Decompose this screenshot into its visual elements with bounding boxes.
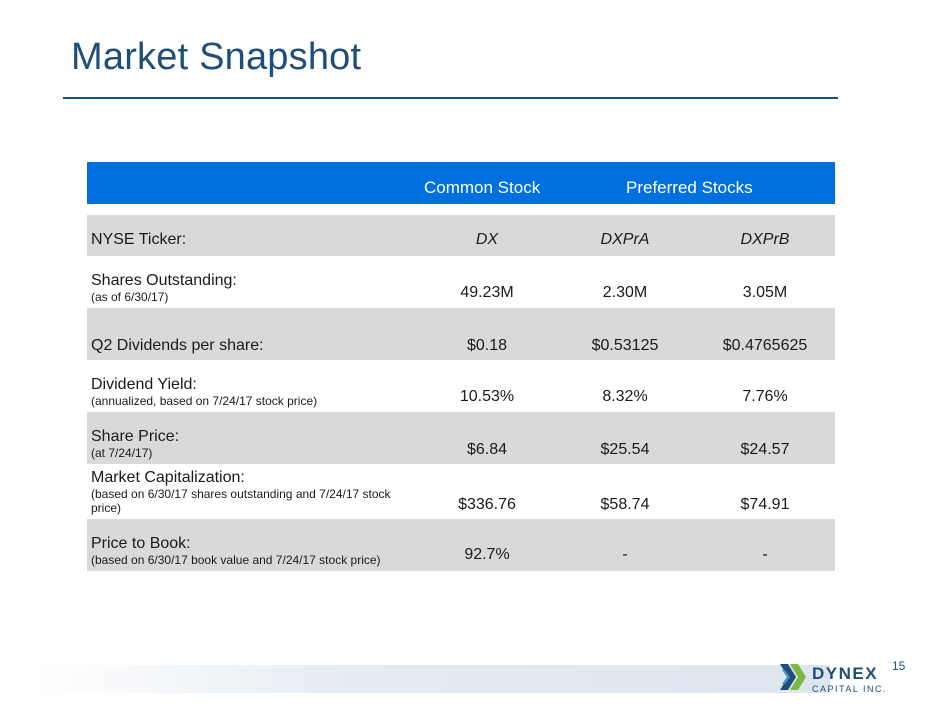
market-snapshot-table: Common Stock Preferred Stocks NYSE Ticke… bbox=[87, 162, 835, 571]
cell-prb: 3.05M bbox=[742, 284, 788, 301]
row-label: Market Capitalization: (based on 6/30/17… bbox=[91, 469, 391, 515]
cell-prb: - bbox=[762, 546, 768, 563]
row-label: Dividend Yield: (annualized, based on 7/… bbox=[91, 376, 318, 408]
table-row-shares: Shares Outstanding: (as of 6/30/17) 49.2… bbox=[87, 256, 835, 308]
page-title: Market Snapshot bbox=[71, 36, 362, 78]
header-common-stock: Common Stock bbox=[424, 178, 541, 197]
cell-common: 92.7% bbox=[464, 546, 510, 563]
cell-dxpra: DXPrA bbox=[600, 231, 650, 248]
cell-common: $6.84 bbox=[466, 441, 508, 458]
footer-bar bbox=[30, 665, 830, 693]
cell-pra: $58.74 bbox=[600, 496, 650, 513]
cell-dxprb: DXPrB bbox=[740, 231, 790, 248]
cell-pra: 2.30M bbox=[602, 284, 648, 301]
row-label: Shares Outstanding: (as of 6/30/17) bbox=[91, 272, 237, 304]
title-divider bbox=[63, 97, 838, 99]
dynex-chevron-logo-icon bbox=[780, 664, 806, 690]
logo-subtitle: CAPITAL INC. bbox=[812, 684, 888, 694]
cell-pra: $25.54 bbox=[600, 441, 650, 458]
header-preferred-stocks: Preferred Stocks bbox=[626, 178, 753, 197]
table-header: Common Stock Preferred Stocks bbox=[87, 162, 835, 204]
table-row-market-cap: Market Capitalization: (based on 6/30/17… bbox=[87, 464, 835, 519]
row-label: NYSE Ticker: bbox=[91, 231, 187, 248]
row-label: Price to Book: (based on 6/30/17 book va… bbox=[91, 535, 381, 567]
cell-prb: $24.57 bbox=[740, 441, 790, 458]
table-row-ticker: NYSE Ticker: DX DXPrA DXPrB bbox=[87, 215, 835, 256]
cell-pra: 8.32% bbox=[602, 388, 648, 405]
cell-common: $0.18 bbox=[466, 337, 508, 354]
cell-prb: $0.4765625 bbox=[722, 337, 808, 354]
page-number: 15 bbox=[892, 659, 906, 673]
cell-prb: $74.91 bbox=[740, 496, 790, 513]
table-row-yield: Dividend Yield: (annualized, based on 7/… bbox=[87, 360, 835, 412]
cell-common: 49.23M bbox=[460, 284, 514, 301]
cell-prb: 7.76% bbox=[742, 388, 788, 405]
logo-wordmark: DYNEX bbox=[812, 664, 879, 683]
cell-pra: $0.53125 bbox=[591, 337, 659, 354]
cell-dx: DX bbox=[475, 231, 499, 248]
cell-common: $336.76 bbox=[458, 496, 516, 513]
table-row-dividends: Q2 Dividends per share: $0.18 $0.53125 $… bbox=[87, 308, 835, 360]
row-label: Share Price: (at 7/24/17) bbox=[91, 428, 180, 460]
row-label: Q2 Dividends per share: bbox=[91, 337, 264, 354]
cell-pra: - bbox=[622, 546, 628, 563]
cell-common: 10.53% bbox=[459, 388, 515, 405]
table-row-price-to-book: Price to Book: (based on 6/30/17 book va… bbox=[87, 519, 835, 571]
table-row-share-price: Share Price: (at 7/24/17) $6.84 $25.54 $… bbox=[87, 412, 835, 464]
